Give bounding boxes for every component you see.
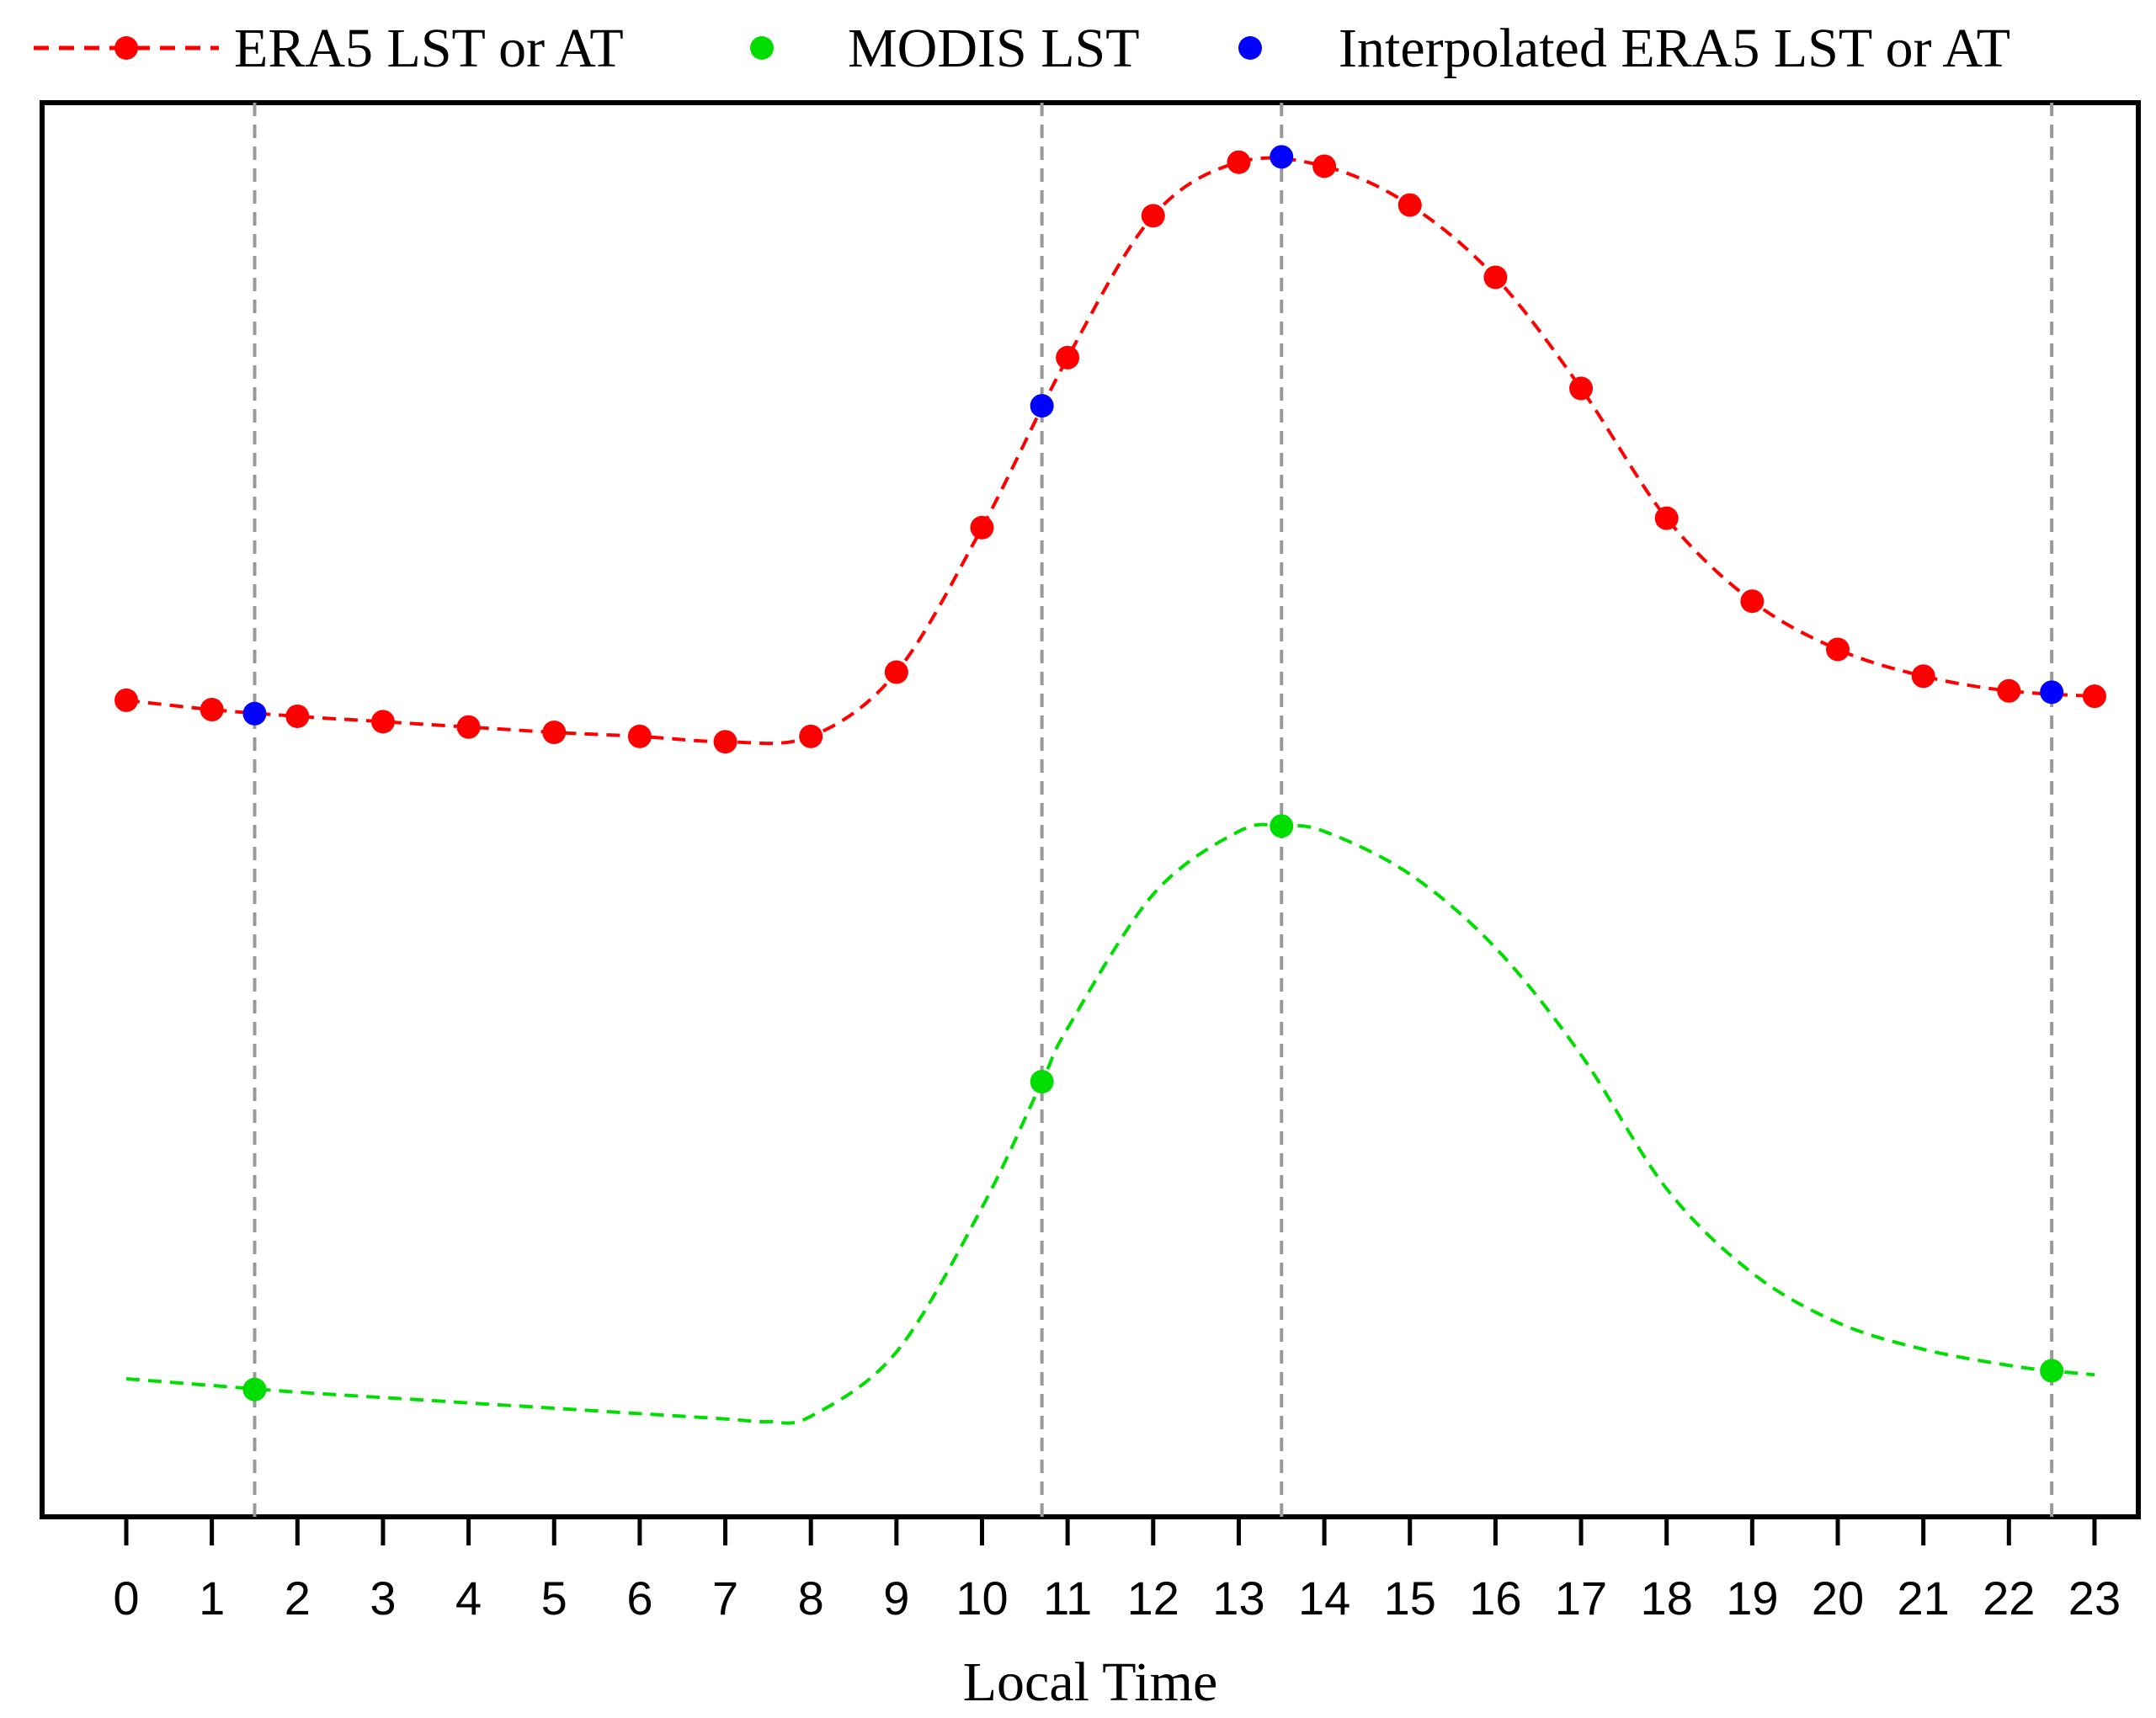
era5-point	[2082, 684, 2106, 709]
era5-point	[1997, 678, 2021, 703]
x-tick-label: 2	[285, 1572, 311, 1625]
legend-interpolated-label: Interpolated ERA5 LST or AT	[1339, 18, 2010, 79]
era5-point	[1312, 154, 1337, 178]
x-axis-title: Local Time	[963, 1652, 1218, 1713]
era5-point	[1740, 589, 1765, 614]
x-axis: 0 1 2 3 4 5 6 7 8 9 10 11 12 13 14 15 16 17 18 19 20 21 22 23	[113, 1517, 2121, 1625]
modis-curve	[125, 822, 2095, 1425]
x-tick-label: 23	[2068, 1572, 2121, 1625]
era5-point	[1227, 150, 1251, 174]
x-tick-label: 17	[1555, 1572, 1607, 1625]
x-tick-label: 16	[1469, 1572, 1521, 1625]
modis-point	[242, 1377, 267, 1402]
era5-point	[370, 710, 395, 734]
era5-point	[542, 721, 567, 745]
era5-point	[456, 715, 481, 739]
x-tick-label: 4	[455, 1572, 482, 1625]
interpolated-point	[1270, 145, 1294, 169]
legend: ERA5 LST or AT MODIS LST Interpolated ER…	[34, 18, 2010, 79]
era5-point	[285, 704, 310, 728]
legend-era5-marker	[114, 36, 138, 60]
x-tick-label: 19	[1726, 1572, 1778, 1625]
x-tick-label: 0	[113, 1572, 139, 1625]
interpolated-point	[2040, 680, 2064, 705]
legend-era5-label: ERA5 LST or AT	[234, 18, 624, 79]
era5-point	[114, 688, 138, 712]
x-tick-label: 14	[1298, 1572, 1350, 1625]
x-tick-label: 18	[1641, 1572, 1693, 1625]
era5-point	[1911, 664, 1935, 689]
era5-point	[713, 730, 737, 754]
legend-interpolated-marker	[1238, 36, 1262, 60]
x-tick-label: 21	[1898, 1572, 1950, 1625]
interpolated-point	[242, 701, 267, 726]
x-tick-label: 13	[1212, 1572, 1264, 1625]
x-tick-label: 8	[798, 1572, 824, 1625]
x-tick-label: 20	[1812, 1572, 1864, 1625]
modis-point	[1270, 814, 1294, 838]
series-curves	[125, 156, 2095, 1425]
era5-point	[1397, 193, 1422, 217]
era5-point	[1056, 345, 1080, 370]
x-tick-label: 6	[626, 1572, 652, 1625]
x-tick-label: 12	[1127, 1572, 1179, 1625]
x-tick-label: 5	[541, 1572, 567, 1625]
era5-point	[1569, 376, 1594, 401]
x-tick-label: 11	[1043, 1572, 1092, 1625]
plot-frame	[40, 100, 2141, 1519]
reference-lines	[253, 103, 2054, 1517]
x-tick-label: 10	[956, 1572, 1008, 1625]
era5-point	[799, 724, 823, 748]
x-tick-label: 1	[199, 1572, 225, 1625]
x-tick-label: 7	[712, 1572, 738, 1625]
era5-point	[970, 515, 994, 540]
x-tick-label: 9	[883, 1572, 909, 1625]
modis-point	[2040, 1359, 2064, 1383]
era5-point	[627, 724, 652, 748]
era5-point	[1483, 265, 1508, 290]
x-tick-label: 3	[370, 1572, 396, 1625]
modis-point	[1030, 1070, 1054, 1094]
era5-point	[1826, 637, 1850, 662]
legend-modis-label: MODIS LST	[848, 18, 1140, 79]
era5-point	[1654, 506, 1679, 530]
era5-curve	[125, 156, 2095, 746]
era5-point	[1141, 204, 1165, 228]
series-markers	[114, 145, 2106, 1402]
x-tick-label: 22	[1983, 1572, 2035, 1625]
era5-point	[200, 698, 224, 722]
era5-point	[884, 660, 908, 684]
legend-modis-marker	[750, 36, 774, 60]
x-tick-label: 15	[1384, 1572, 1436, 1625]
interpolated-point	[1030, 394, 1054, 418]
